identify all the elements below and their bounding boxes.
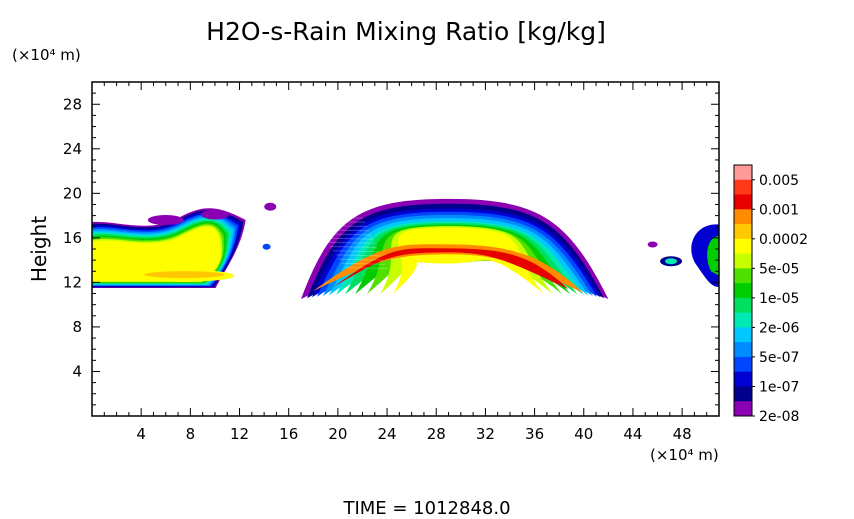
y-tick-label: 12 — [63, 273, 82, 291]
colorbar-label: 2e-06 — [759, 320, 799, 336]
main-cloud-core-inner — [333, 248, 569, 290]
colorbar-segment — [734, 179, 752, 196]
colorbar-label: 0.001 — [759, 202, 799, 218]
x-tick-label: 4 — [136, 425, 146, 443]
y-tick-label: 4 — [72, 362, 82, 380]
y-axis-ticks: 4 8 12 16 20 24 28 — [63, 92, 719, 406]
colorbar-label: 2e-08 — [759, 409, 799, 425]
colorbar-segment — [734, 342, 752, 358]
colorbar-segment — [734, 194, 752, 210]
left-cloud-fringe — [200, 209, 229, 220]
y-tick-label: 8 — [72, 318, 82, 336]
colorbar-segment — [734, 386, 752, 402]
streak — [341, 262, 386, 265]
colorbar-label: 1e-07 — [759, 379, 799, 395]
right-fragment-core — [707, 235, 719, 276]
colorbar-segment — [734, 165, 752, 181]
colorbar-segment — [734, 268, 752, 284]
x-tick-label: 28 — [427, 425, 446, 443]
streak — [314, 225, 368, 227]
colorbar-segment — [734, 371, 752, 387]
colorbar-label: 0.0002 — [759, 232, 808, 248]
colorbar-segment — [734, 312, 752, 328]
right-fragment-core — [665, 258, 678, 265]
x-tick-label: 24 — [378, 425, 397, 443]
streak — [320, 233, 372, 236]
cloud-fragment — [262, 243, 271, 250]
colorbar-segment — [734, 224, 752, 240]
streak — [326, 241, 376, 244]
x-tick-label: 8 — [186, 425, 196, 443]
colorbar-label: 5e-07 — [759, 350, 799, 366]
streak — [305, 212, 362, 215]
cloud-fragment — [264, 202, 277, 211]
streak — [317, 229, 370, 232]
x-tick-label: 20 — [328, 425, 347, 443]
y-tick-label: 16 — [63, 229, 82, 247]
colorbar-label: 1e-05 — [759, 291, 799, 307]
x-tick-label: 44 — [623, 425, 642, 443]
x-unit-label: (×10⁴ m) — [650, 446, 719, 464]
main-cloud-band — [393, 227, 544, 294]
colorbar-segment — [734, 238, 752, 255]
colorbar-segment — [734, 401, 752, 417]
y-tick-label: 20 — [63, 184, 82, 202]
chart-title: H2O-s-Rain Mixing Ratio [kg/kg] — [206, 17, 606, 46]
left-cloud-fringe — [147, 215, 184, 226]
streak — [335, 254, 382, 257]
y-axis-label: Height — [27, 216, 51, 282]
x-tick-label: 32 — [476, 425, 495, 443]
y-tick-label: 28 — [63, 95, 82, 113]
streak — [308, 216, 364, 219]
y-unit-label: (×10⁴ m) — [12, 46, 81, 64]
x-tick-label: 48 — [673, 425, 692, 443]
time-label: TIME = 1012848.0 — [342, 498, 510, 519]
colorbar-frame — [733, 164, 753, 417]
left-cloud-core-inner — [144, 271, 225, 279]
mixing-ratio-field — [92, 198, 719, 300]
colorbar-segment — [734, 327, 752, 343]
colorbar: 0.005 0.001 0.0002 5e-05 1e-05 2e-06 5e-07 1e-0… — [733, 164, 808, 425]
colorbar-label: 5e-05 — [759, 261, 799, 277]
x-tick-label: 36 — [525, 425, 544, 443]
colorbar-label: 0.005 — [759, 173, 799, 189]
left-cloud-band — [92, 226, 221, 282]
colorbar-segment — [734, 283, 752, 299]
streak — [338, 258, 384, 261]
colorbar-segment — [734, 297, 752, 314]
streak — [329, 246, 378, 248]
cloud-fragment — [647, 241, 658, 248]
y-tick-label: 24 — [63, 140, 82, 158]
streak — [344, 267, 388, 269]
colorbar-segment — [734, 356, 752, 373]
x-tick-label: 40 — [574, 425, 593, 443]
colorbar-segment — [734, 253, 752, 269]
x-tick-label: 12 — [230, 425, 249, 443]
streak — [311, 220, 366, 223]
x-axis-ticks: 4 8 12 16 20 24 28 32 36 40 44 48 — [103, 82, 708, 443]
colorbar-segment — [734, 209, 752, 225]
x-tick-label: 16 — [279, 425, 298, 443]
streak — [332, 250, 380, 253]
streak — [323, 237, 374, 240]
